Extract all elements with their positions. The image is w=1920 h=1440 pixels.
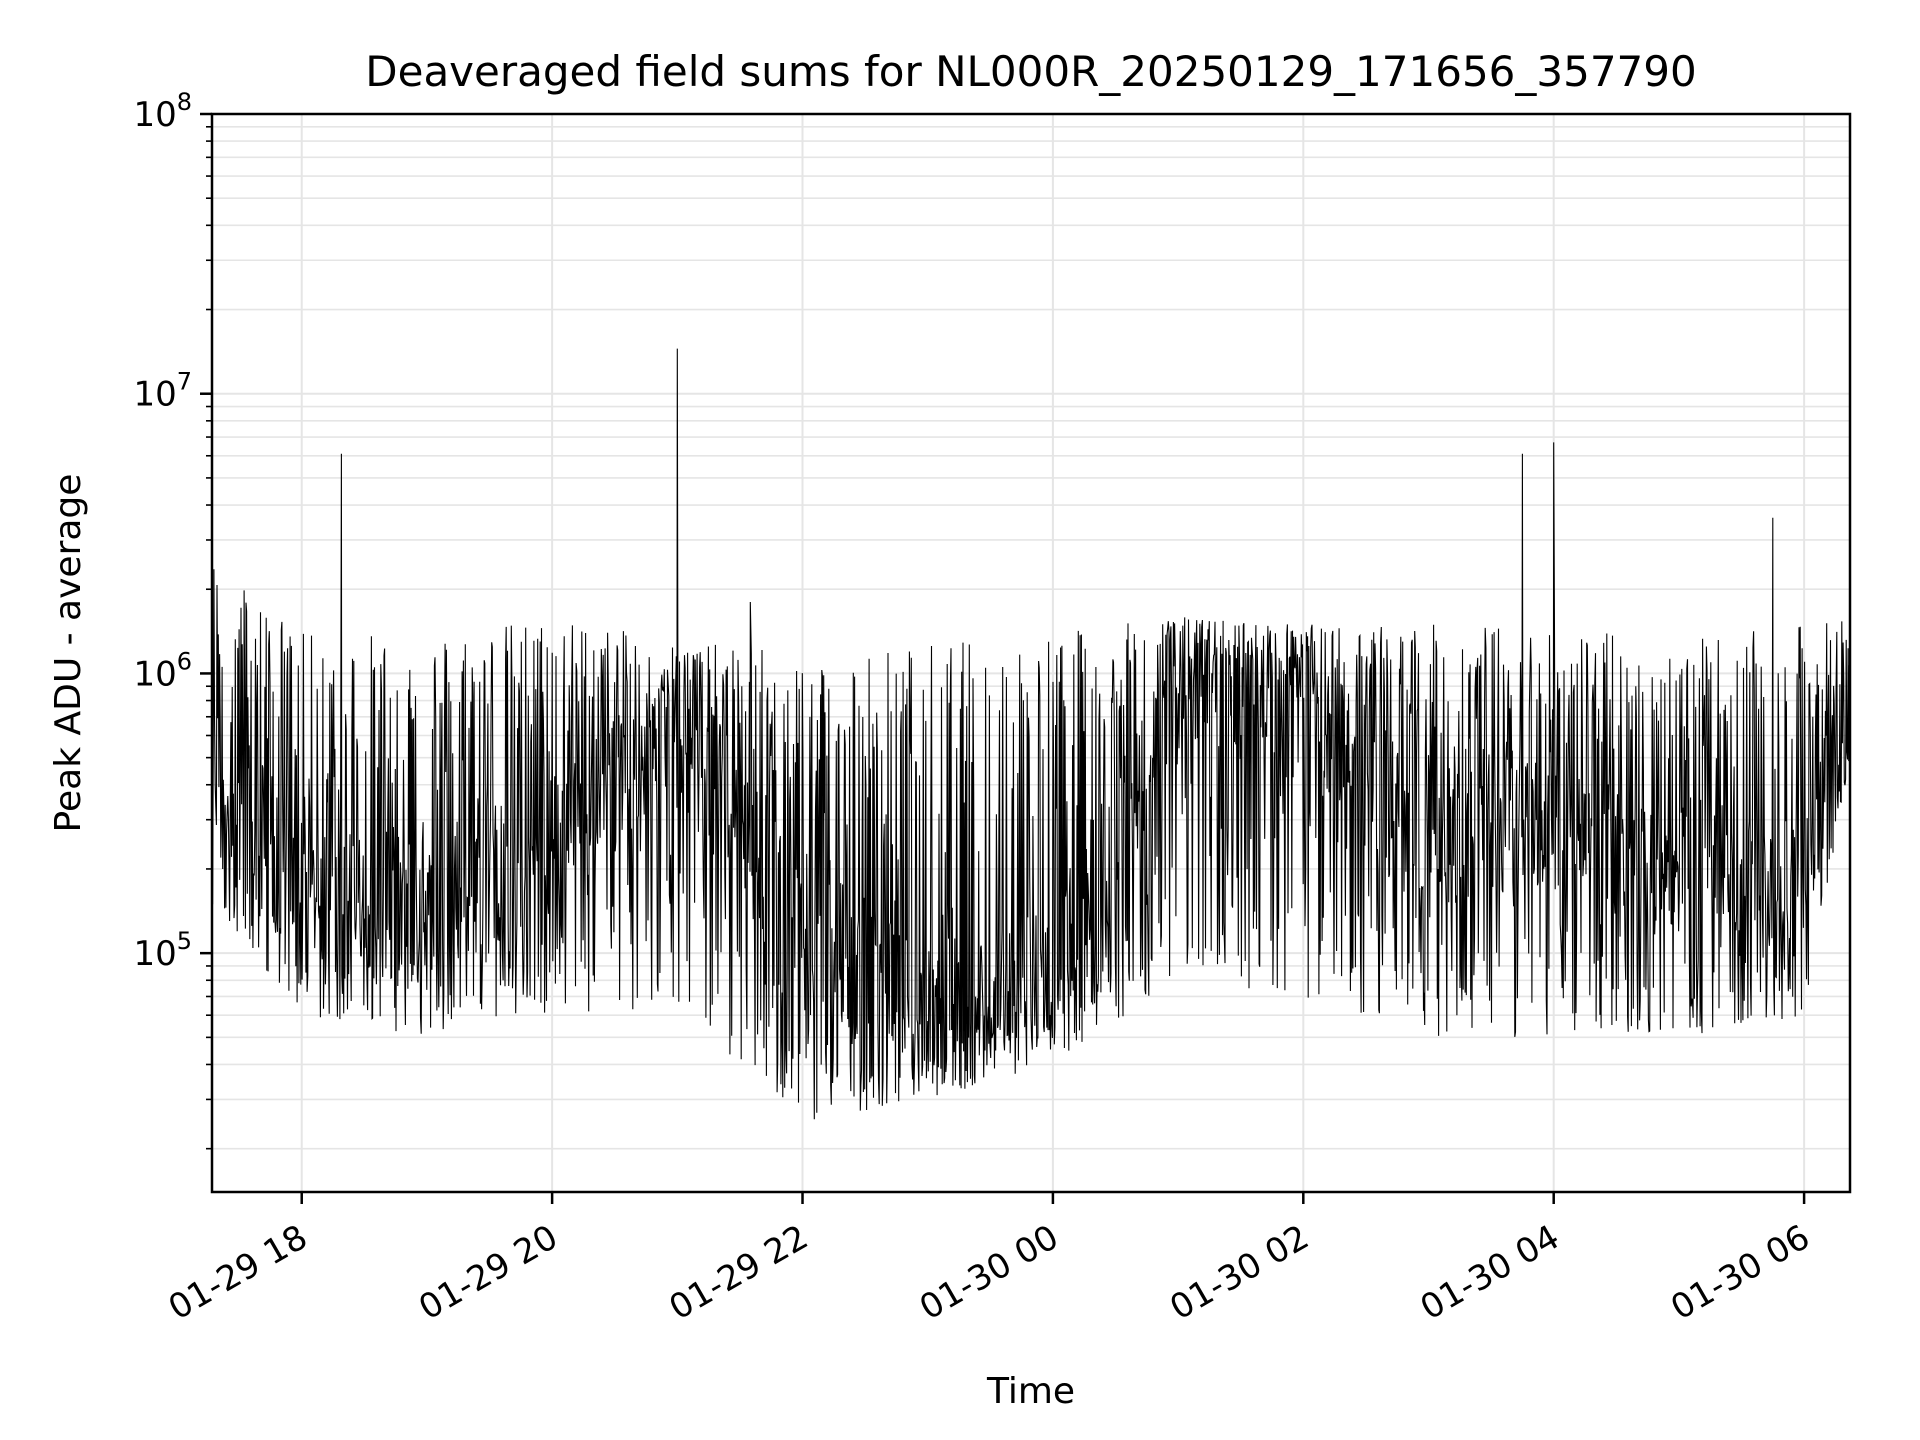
series-path	[211, 348, 1851, 1120]
series-line	[211, 348, 1851, 1120]
y-axis: 105 106 107 108	[133, 88, 212, 1150]
x-axis-label: Time	[986, 1371, 1075, 1412]
chart-title: Deaveraged field sums for NL000R_2025012…	[365, 47, 1696, 96]
y-tick-label: 108	[133, 88, 192, 135]
y-tick-label: 105	[133, 927, 192, 974]
plot-frame	[210, 112, 1852, 1194]
y-axis-label: Peak ADU - average	[48, 474, 89, 833]
y-tick-label: 106	[133, 647, 192, 694]
y-tick-label: 107	[133, 368, 192, 415]
